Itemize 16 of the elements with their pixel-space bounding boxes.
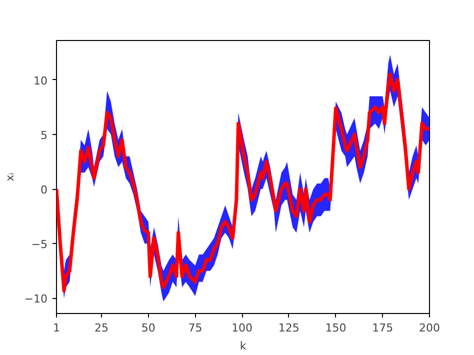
x-tick-label: 100 — [232, 322, 253, 334]
x-tick-label: 175 — [372, 322, 394, 334]
x-tick-label: 75 — [188, 322, 202, 334]
x-tick-label: 1 — [53, 322, 60, 334]
x-axis-title: k — [240, 340, 247, 352]
y-tick-label: −10 — [24, 292, 48, 306]
y-tick-label: 0 — [40, 184, 48, 197]
y-tick-label: 5 — [40, 128, 48, 142]
x-tick-label: 25 — [94, 322, 108, 334]
x-tick-label: 200 — [419, 322, 440, 334]
x-tick-label: 50 — [141, 322, 156, 334]
y-tick-label: 10 — [34, 74, 48, 88]
y-axis-title: xᵢ — [3, 172, 16, 182]
x-tick-label: 150 — [325, 322, 346, 334]
y-tick-label: −5 — [31, 238, 48, 252]
x-tick-label: 125 — [278, 322, 300, 334]
